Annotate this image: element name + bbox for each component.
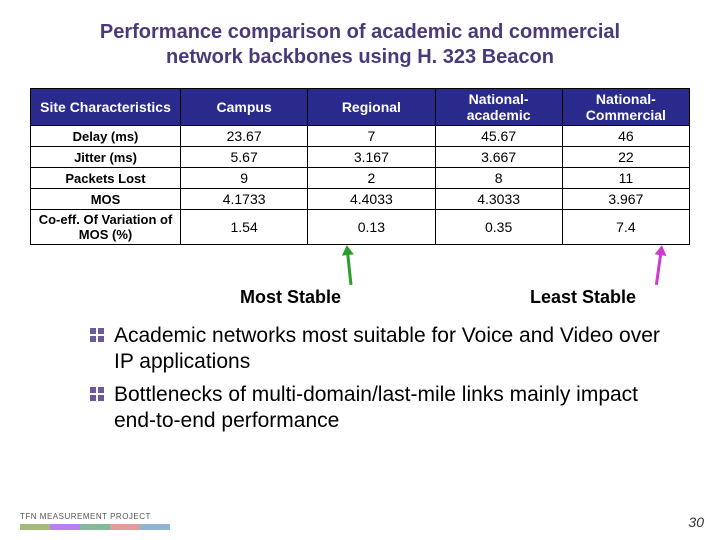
footer-logo: TFN MEASUREMENT PROJECT: [20, 513, 170, 530]
arrow-least-stable: [647, 244, 671, 288]
list-item: Academic networks most suitable for Voic…: [90, 323, 670, 376]
row-label: MOS: [31, 189, 181, 210]
bullet-text: Academic networks most suitable for Voic…: [114, 324, 660, 373]
col-national-commercial: National-Commercial: [562, 89, 689, 126]
row-label: Co-eff. Of Variation of MOS (%): [31, 210, 181, 245]
cell: 11: [562, 168, 689, 189]
cell: 0.13: [308, 210, 435, 245]
cell: 23.67: [181, 126, 308, 147]
cell: 2: [308, 168, 435, 189]
cell: 3.967: [562, 189, 689, 210]
comparison-table: Site Characteristics Campus Regional Nat…: [30, 88, 690, 245]
arrow-most-stable: [338, 244, 360, 288]
row-label: Jitter (ms): [31, 147, 181, 168]
row-label: Packets Lost: [31, 168, 181, 189]
table-row: Jitter (ms) 5.67 3.167 3.667 22: [31, 147, 690, 168]
cell: 3.667: [435, 147, 562, 168]
cell: 5.67: [181, 147, 308, 168]
slide: Performance comparison of academic and c…: [0, 0, 720, 540]
cell: 46: [562, 126, 689, 147]
cell: 4.1733: [181, 189, 308, 210]
table-row: Delay (ms) 23.67 7 45.67 46: [31, 126, 690, 147]
col-site-characteristics: Site Characteristics: [31, 89, 181, 126]
cell: 7: [308, 126, 435, 147]
table-body: Delay (ms) 23.67 7 45.67 46 Jitter (ms) …: [31, 126, 690, 245]
most-stable-label: Most Stable: [240, 287, 341, 308]
stable-labels: Most Stable Least Stable: [30, 287, 690, 315]
cell: 8: [435, 168, 562, 189]
title-line-2: network backbones using H. 323 Beacon: [166, 46, 554, 68]
cell: 9: [181, 168, 308, 189]
bullet-marker-icon: [90, 387, 104, 401]
cell: 3.167: [308, 147, 435, 168]
cell: 1.54: [181, 210, 308, 245]
bullet-marker-icon: [90, 328, 104, 342]
least-stable-label: Least Stable: [530, 287, 636, 308]
col-national-academic: National-academic: [435, 89, 562, 126]
cell: 0.35: [435, 210, 562, 245]
cell: 22: [562, 147, 689, 168]
comparison-table-wrap: Site Characteristics Campus Regional Nat…: [30, 88, 690, 245]
list-item: Bottlenecks of multi-domain/last-mile li…: [90, 382, 670, 435]
arrows-layer: [30, 245, 690, 287]
table-row: MOS 4.1733 4.4033 4.3033 3.967: [31, 189, 690, 210]
table-header-row: Site Characteristics Campus Regional Nat…: [31, 89, 690, 126]
page-number: 30: [688, 514, 704, 530]
cell: 4.4033: [308, 189, 435, 210]
bullet-text: Bottlenecks of multi-domain/last-mile li…: [114, 383, 638, 432]
table-row: Packets Lost 9 2 8 11: [31, 168, 690, 189]
logo-bar-icon: [20, 524, 170, 530]
col-regional: Regional: [308, 89, 435, 126]
cell: 4.3033: [435, 189, 562, 210]
slide-title: Performance comparison of academic and c…: [30, 20, 690, 70]
row-label: Delay (ms): [31, 126, 181, 147]
table-row: Co-eff. Of Variation of MOS (%) 1.54 0.1…: [31, 210, 690, 245]
col-campus: Campus: [181, 89, 308, 126]
bullet-list: Academic networks most suitable for Voic…: [30, 323, 690, 434]
cell: 7.4: [562, 210, 689, 245]
title-line-1: Performance comparison of academic and c…: [100, 21, 620, 43]
logo-text: TFN MEASUREMENT PROJECT: [20, 512, 151, 521]
cell: 45.67: [435, 126, 562, 147]
